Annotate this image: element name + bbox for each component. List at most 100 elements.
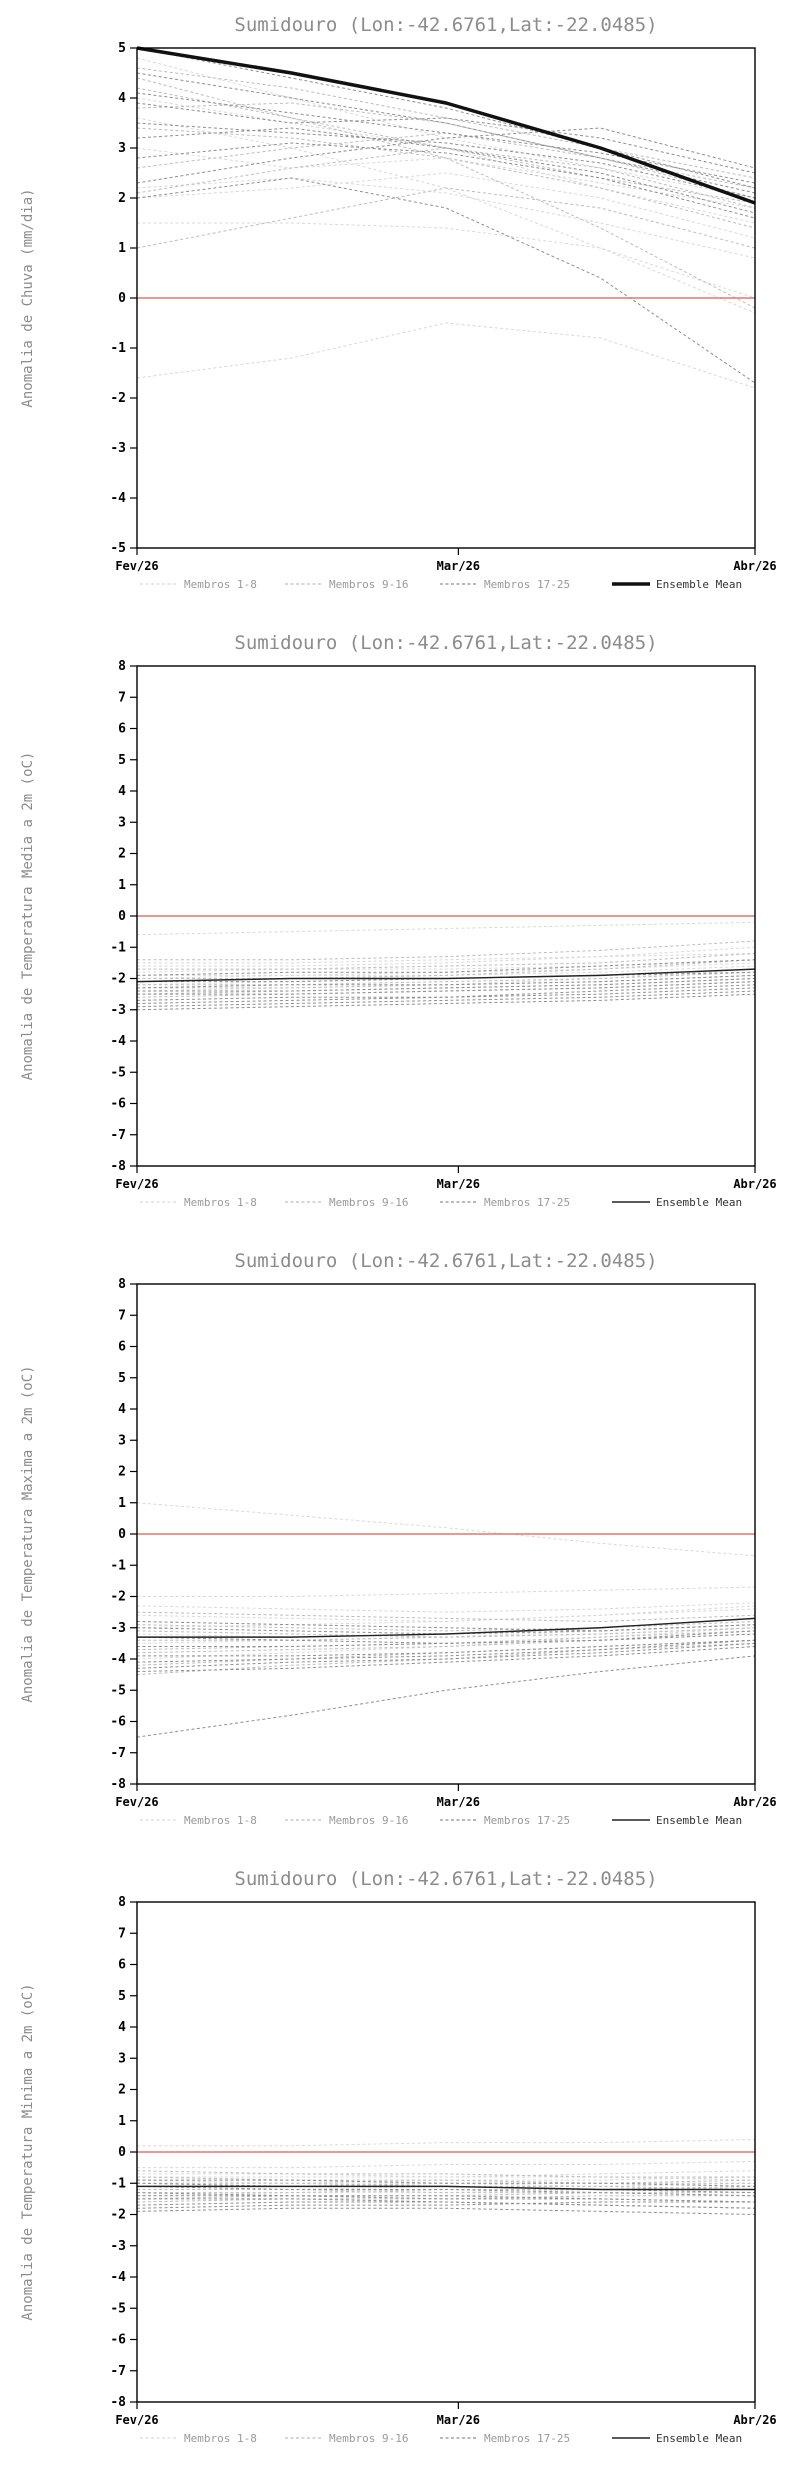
ensemble-member-line <box>136 1621 756 1632</box>
ensemble-member-line <box>136 959 756 973</box>
ensemble-member-line <box>137 2198 756 2209</box>
y-tick-label: -1 <box>110 1558 126 1573</box>
x-tick-label: Abr/26 <box>733 1795 776 1809</box>
x-tick-label: Mar/26 <box>437 1177 480 1191</box>
y-tick-label: 2 <box>118 191 126 206</box>
x-tick-label: Mar/26 <box>437 2413 480 2427</box>
plot-border <box>136 665 756 1167</box>
legend-label: Membros 9-16 <box>329 578 408 591</box>
legend-label: Membros 1-8 <box>184 1814 257 1827</box>
y-tick-label: 1 <box>118 2114 126 2129</box>
y-tick-label: 2 <box>118 2083 126 2098</box>
y-tick-label: -2 <box>110 2208 126 2223</box>
chart-canvas: Sumidouro (Lon:-42.6761,Lat:-22.0485) Ano… <box>20 1868 777 2445</box>
ensemble-member-line <box>136 1646 756 1672</box>
legend-label: Membros 17-25 <box>484 1814 570 1827</box>
y-tick-label: 5 <box>118 1989 126 2004</box>
chart-title: Sumidouro (Lon:-42.6761,Lat:-22.0485) <box>234 1868 657 1890</box>
ensemble-member-line <box>136 92 756 184</box>
ensemble-mean-line <box>136 46 756 205</box>
ensemble-member-line <box>136 2192 756 2203</box>
ensemble-member-line <box>136 2201 755 2209</box>
ensemble-member-line <box>136 1627 756 1638</box>
ensemble-member-line <box>136 1605 756 1623</box>
y-tick-label: 4 <box>118 91 126 106</box>
ensemble-member-line <box>136 974 756 989</box>
y-tick-label: 7 <box>118 1308 126 1323</box>
x-tick-label: Fev/26 <box>115 1177 158 1191</box>
y-tick-label: 0 <box>118 291 126 306</box>
y-tick-label: -1 <box>110 940 126 955</box>
y-tick-label: 3 <box>118 2051 126 2066</box>
ensemble-member-line <box>136 142 756 219</box>
y-tick-label: -1 <box>110 2176 126 2191</box>
ensemble-member-line <box>136 984 756 1001</box>
y-tick-label: 6 <box>118 1340 126 1355</box>
ensemble-member-line <box>137 2179 756 2187</box>
x-tick-label: Abr/26 <box>733 559 776 573</box>
ensemble-member-line <box>136 187 756 249</box>
y-tick-label: -7 <box>110 2364 126 2379</box>
y-tick-label: -5 <box>110 2301 126 2316</box>
y-tick-label: -7 <box>110 1128 126 1143</box>
y-tick-label: -4 <box>110 491 126 506</box>
chart-canvas: Sumidouro (Lon:-42.6761,Lat:-22.0485) Ano… <box>20 14 777 591</box>
ensemble-member-line <box>136 1624 756 1635</box>
y-tick-label: -6 <box>110 1715 126 1730</box>
ensemble-member-line <box>137 953 756 970</box>
x-tick-label: Fev/26 <box>115 1795 158 1809</box>
ensemble-member-line <box>136 2207 756 2215</box>
y-tick-label: -3 <box>110 441 126 456</box>
y-axis-label: Anomalia de Temperatura Media a 2m (oC) <box>20 752 36 1081</box>
ensemble-member-line <box>136 102 756 199</box>
y-tick-label: -4 <box>110 1652 126 1667</box>
ensemble-member-line <box>136 117 756 314</box>
ensemble-member-line <box>136 1655 756 1738</box>
ensemble-member-line <box>136 1642 756 1669</box>
ensemble-member-line <box>136 127 756 214</box>
y-tick-label: -3 <box>110 1003 126 1018</box>
y-tick-label: -5 <box>110 1065 126 1080</box>
ensemble-member-line <box>137 2195 756 2203</box>
y-tick-label: 2 <box>118 1465 126 1480</box>
ensemble-member-line <box>137 959 756 979</box>
ensemble-member-line <box>136 1602 756 1613</box>
ensemble-member-line <box>136 122 756 199</box>
plot-border <box>136 47 756 549</box>
y-tick-label: 0 <box>118 2145 126 2160</box>
ensemble-member-line <box>136 1502 756 1557</box>
ensemble-member-line <box>136 177 756 259</box>
ensemble-member-line <box>136 1633 756 1654</box>
y-tick-label: -2 <box>110 391 126 406</box>
plot-border <box>136 1901 756 2403</box>
y-tick-label: 0 <box>118 1527 126 1542</box>
plot-border <box>136 1283 756 1785</box>
ensemble-member-line <box>137 953 756 964</box>
ensemble-member-line <box>136 959 756 976</box>
ensemble-member-line <box>137 981 756 995</box>
y-axis-label: Anomalia de Chuva (mm/dia) <box>20 188 36 407</box>
y-tick-label: 7 <box>118 690 126 705</box>
legend-label: Membros 17-25 <box>484 1196 570 1209</box>
y-tick-label: -8 <box>110 2395 126 2410</box>
y-tick-label: 3 <box>118 141 126 156</box>
ensemble-member-line <box>137 940 756 961</box>
y-tick-label: 1 <box>118 878 126 893</box>
ensemble-member-line <box>136 921 756 936</box>
legend-label: Membros 1-8 <box>184 2432 257 2445</box>
y-tick-label: 8 <box>118 1895 126 1910</box>
ensemble-member-line <box>137 946 756 967</box>
legend-label: Membros 9-16 <box>329 1196 408 1209</box>
y-tick-label: 0 <box>118 909 126 924</box>
ensemble-member-line <box>136 2185 756 2197</box>
ensemble-member-line <box>137 1630 756 1647</box>
y-tick-label: -8 <box>110 1777 126 1792</box>
y-tick-label: 3 <box>118 815 126 830</box>
x-tick-label: Mar/26 <box>437 1795 480 1809</box>
y-tick-label: -5 <box>110 541 126 556</box>
y-tick-label: -6 <box>110 1097 126 1112</box>
x-tick-label: Mar/26 <box>437 559 480 573</box>
legend-label: Membros 9-16 <box>329 1814 408 1827</box>
legend-label: Ensemble Mean <box>656 1196 742 1209</box>
ensemble-member-line <box>136 102 756 174</box>
